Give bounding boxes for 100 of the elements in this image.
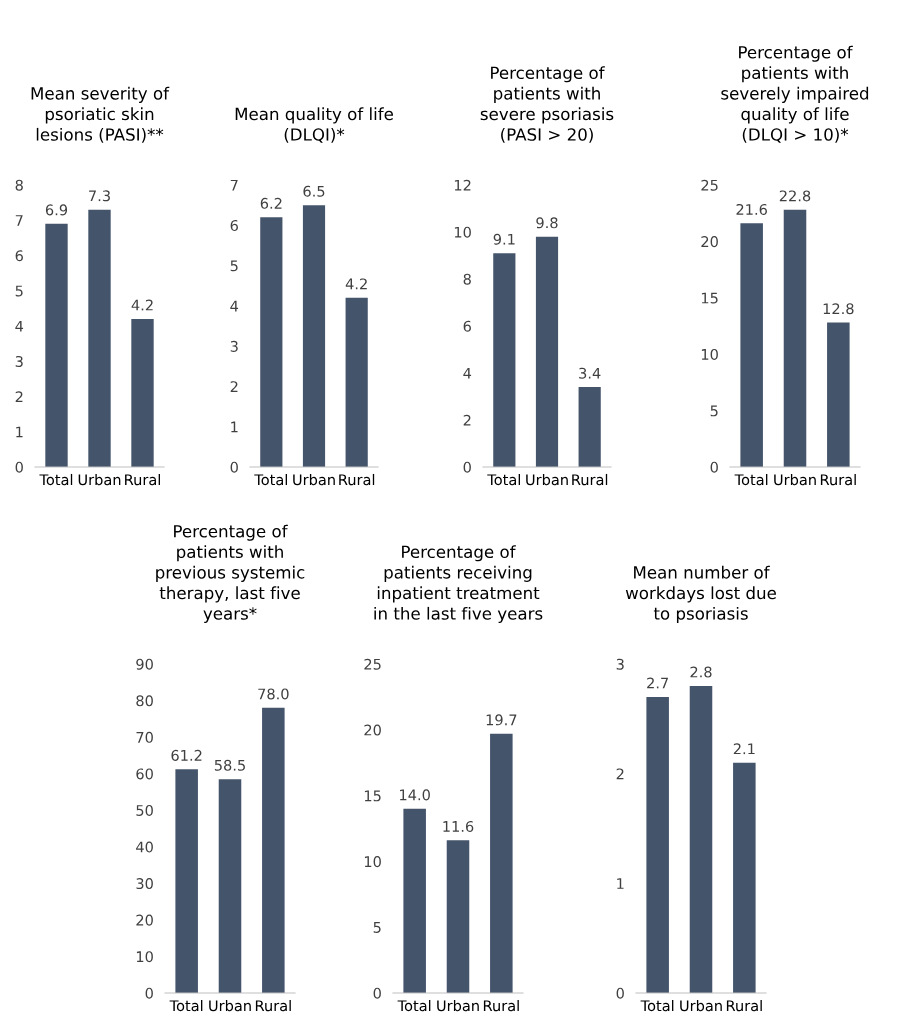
y-tick-label: 5 <box>230 260 238 272</box>
y-tick-label: 6 <box>15 250 23 262</box>
chart-title: Percentage of patients with severe psoriasis (PASI > 20) <box>480 66 614 143</box>
bar <box>218 779 242 993</box>
y-tick-label: 25 <box>364 658 381 670</box>
y-tick-label: 0 <box>145 987 153 999</box>
y-tick-label: 4 <box>15 320 24 332</box>
chart-title: Percentage of patients receiving inpatient treatment in the last five years <box>374 545 543 624</box>
y-tick-label: 0 <box>616 987 624 999</box>
data-label: 7.3 <box>89 190 110 202</box>
chart-title: Percentage of patients with severely impaired quality of life (DLQI > 10)* <box>721 45 869 143</box>
y-tick-label: 0 <box>230 461 238 473</box>
chart-title: Mean severity of psoriatic skin lesions (PASI)** <box>31 86 170 143</box>
data-label: 58.5 <box>214 759 245 771</box>
y-tick-label: 10 <box>136 951 153 963</box>
x-tick-label: Total <box>39 473 73 486</box>
y-tick-label: 20 <box>136 914 153 926</box>
y-tick-label: 10 <box>364 856 381 868</box>
x-tick-label: Rural <box>483 999 519 1012</box>
x-tick-label: Rural <box>726 999 762 1012</box>
x-tick-label: Rural <box>255 999 291 1012</box>
bar <box>175 769 198 993</box>
y-tick-label: 3 <box>15 355 23 367</box>
data-label: 4.2 <box>131 299 153 311</box>
chart-title: Mean quality of life (DLQI)* <box>235 107 393 143</box>
y-tick-label: 8 <box>463 273 471 285</box>
y-tick-label: 0 <box>373 987 381 999</box>
x-tick-label: Urban <box>680 999 722 1012</box>
y-tick-label: 20 <box>364 724 381 736</box>
bar <box>131 318 154 467</box>
data-label: 11.6 <box>443 820 474 832</box>
x-tick-label: Rural <box>820 473 856 486</box>
bar <box>740 223 763 467</box>
x-tick-label: Rural <box>125 473 160 486</box>
x-tick-label: Rural <box>572 473 608 486</box>
x-tick-label: Urban <box>526 473 568 486</box>
y-tick-label: 1 <box>617 878 624 889</box>
x-tick-label: Total <box>734 473 768 486</box>
y-tick-label: 4 <box>230 300 239 312</box>
data-label: 2.1 <box>733 743 755 755</box>
x-tick-label: Total <box>397 999 431 1012</box>
y-tick-label: 1 <box>231 421 238 433</box>
data-label: 6.9 <box>45 204 68 216</box>
y-tick-label: 70 <box>136 731 153 743</box>
y-tick-label: 0 <box>710 461 718 473</box>
y-tick-label: 2 <box>463 414 471 426</box>
bar <box>493 253 516 467</box>
bar <box>88 209 111 467</box>
y-tick-label: 5 <box>373 922 381 933</box>
bar <box>827 322 850 467</box>
bar <box>260 217 283 467</box>
x-tick-label: Total <box>487 473 520 486</box>
y-tick-label: 15 <box>364 790 381 802</box>
y-tick-label: 0 <box>463 461 471 473</box>
data-label: 22.8 <box>779 190 811 202</box>
x-tick-label: Urban <box>293 473 335 486</box>
bar <box>783 209 807 467</box>
bar <box>302 205 326 467</box>
data-label: 3.4 <box>579 367 601 379</box>
bar <box>535 236 559 467</box>
data-label: 4.2 <box>345 278 367 290</box>
data-label: 61.2 <box>171 749 202 761</box>
data-label: 78.0 <box>258 688 289 700</box>
y-tick-label: 6 <box>463 320 471 332</box>
data-label: 6.5 <box>303 185 325 197</box>
y-tick-label: 7 <box>230 179 238 191</box>
data-label: 9.1 <box>493 233 515 245</box>
data-label: 2.8 <box>690 666 712 678</box>
chart-title: Mean number of workdays lost due to psoriasis <box>625 565 776 624</box>
y-tick-label: 90 <box>136 658 153 670</box>
bar <box>578 387 601 467</box>
y-tick-label: 30 <box>136 878 153 890</box>
y-tick-label: 10 <box>701 348 718 360</box>
x-tick-label: Urban <box>78 473 121 486</box>
x-tick-label: Total <box>169 999 203 1012</box>
y-tick-label: 2 <box>230 381 238 392</box>
y-tick-label: 7 <box>15 215 23 226</box>
data-label: 12.8 <box>823 303 854 315</box>
y-tick-label: 3 <box>230 340 238 352</box>
y-tick-label: 5 <box>15 285 23 297</box>
bar <box>403 808 426 993</box>
y-tick-label: 6 <box>230 220 238 232</box>
x-tick-label: Rural <box>339 473 375 486</box>
y-tick-label: 1 <box>16 426 23 438</box>
data-label: 2.7 <box>647 677 669 689</box>
y-tick-label: 8 <box>15 179 23 191</box>
bar <box>45 223 68 467</box>
bar <box>689 685 713 993</box>
y-tick-label: 4 <box>463 367 472 379</box>
bar <box>345 297 368 467</box>
y-tick-label: 40 <box>136 841 153 853</box>
y-tick-label: 12 <box>454 179 471 191</box>
y-tick-label: 50 <box>136 804 153 816</box>
y-tick-label: 60 <box>136 768 153 780</box>
y-tick-label: 2 <box>616 768 624 780</box>
y-tick-label: 3 <box>616 658 624 670</box>
y-tick-label: 2 <box>15 391 23 403</box>
data-label: 21.6 <box>736 203 767 215</box>
x-tick-label: Total <box>640 999 674 1012</box>
y-tick-label: 25 <box>701 179 718 191</box>
